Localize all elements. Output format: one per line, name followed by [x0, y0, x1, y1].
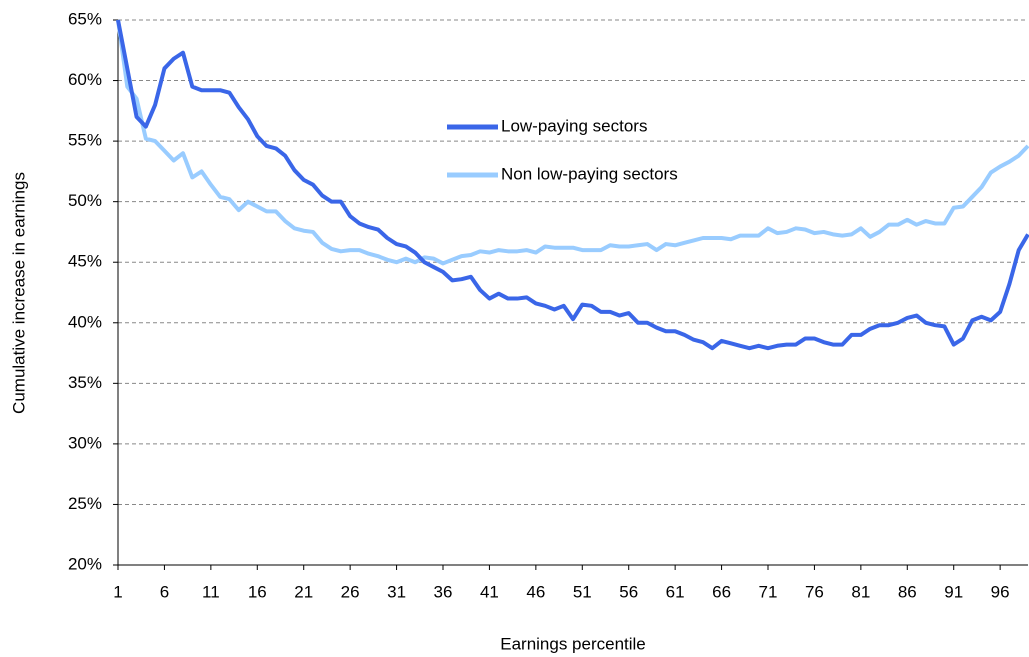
- series-line: [116, 19, 1029, 266]
- x-tick-label: 26: [341, 582, 360, 601]
- x-tick-label: 1: [113, 582, 122, 601]
- series-line: [116, 19, 1029, 351]
- x-tick-label: 66: [712, 582, 731, 601]
- x-tick-label: 56: [619, 582, 638, 601]
- x-axis-title: Earnings percentile: [500, 634, 646, 653]
- x-tick-label: 51: [573, 582, 592, 601]
- x-tick-label: 11: [202, 582, 220, 601]
- x-tick-label: 81: [851, 582, 870, 601]
- y-tick-label: 25%: [68, 494, 102, 513]
- x-tick-label: 41: [480, 582, 499, 601]
- x-tick-label: 76: [805, 582, 824, 601]
- x-tick-label: 86: [898, 582, 917, 601]
- y-tick-label: 55%: [68, 131, 102, 150]
- y-axis-title: Cumulative increase in earnings: [9, 172, 28, 414]
- x-tick-label: 6: [160, 582, 169, 601]
- y-tick-label: 35%: [68, 373, 102, 392]
- y-tick-label: 40%: [68, 312, 102, 331]
- y-tick-label: 60%: [68, 70, 102, 89]
- legend-label: Non low-paying sectors: [501, 164, 678, 183]
- x-tick-label: 36: [434, 582, 453, 601]
- x-tick-label: 71: [759, 582, 778, 601]
- y-tick-label: 45%: [68, 252, 102, 271]
- x-tick-label: 31: [387, 582, 406, 601]
- legend-label: Low-paying sectors: [501, 116, 647, 135]
- y-tick-label: 50%: [68, 191, 102, 210]
- x-tick-label: 96: [991, 582, 1010, 601]
- x-tick-label: 46: [526, 582, 545, 601]
- y-tick-label: 65%: [68, 9, 102, 28]
- x-tick-label: 61: [666, 582, 685, 601]
- x-tick-label: 91: [944, 582, 963, 601]
- x-tick-label: 21: [294, 582, 313, 601]
- x-tick-label: 16: [248, 582, 267, 601]
- y-tick-label: 30%: [68, 433, 102, 452]
- y-tick-label: 20%: [68, 554, 102, 573]
